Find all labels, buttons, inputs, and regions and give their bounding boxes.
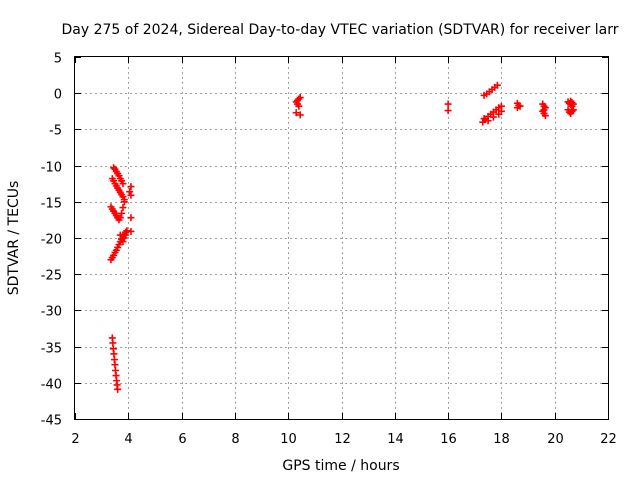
data-point xyxy=(292,109,300,117)
y-tick-label: -15 xyxy=(41,197,62,212)
x-tick-label: 18 xyxy=(493,432,510,447)
data-point xyxy=(296,111,304,119)
x-tick-label: 6 xyxy=(178,432,186,447)
y-tick-label: -10 xyxy=(41,161,62,176)
data-point xyxy=(110,164,118,172)
data-points xyxy=(107,81,577,393)
data-point xyxy=(126,188,134,196)
data-point xyxy=(295,102,303,110)
data-point xyxy=(123,227,131,235)
x-tick-label: 12 xyxy=(334,432,351,447)
data-point xyxy=(569,106,577,114)
y-tick-label: -20 xyxy=(41,233,62,248)
data-point xyxy=(122,228,130,236)
y-tick-labels: 5 0 -5 -10 -15 -20 -25 -30 -35 -40 -45 xyxy=(41,52,62,429)
data-point xyxy=(568,107,576,115)
data-point xyxy=(444,107,452,115)
y-tick-label: -45 xyxy=(41,414,62,429)
data-point xyxy=(127,183,135,191)
data-point xyxy=(516,102,524,110)
x-tick-label: 10 xyxy=(280,432,297,447)
x-tick-label: 4 xyxy=(124,432,132,447)
x-tick-labels: 2 4 6 8 10 12 14 16 18 20 22 xyxy=(71,432,616,447)
x-tick-label: 20 xyxy=(547,432,564,447)
y-tick-label: 0 xyxy=(54,88,62,103)
data-point xyxy=(119,180,127,188)
data-point xyxy=(295,95,303,103)
chart-title: Day 275 of 2024, Sidereal Day-to-day VTE… xyxy=(62,22,619,38)
data-point xyxy=(127,191,135,199)
data-point xyxy=(541,112,549,120)
data-point xyxy=(567,97,575,105)
plot-frame xyxy=(74,56,609,420)
grid-layer xyxy=(75,57,608,419)
y-tick-label: 5 xyxy=(54,52,62,67)
y-tick-label: -25 xyxy=(41,269,62,284)
y-tick-label: -40 xyxy=(41,378,62,393)
data-point xyxy=(540,106,548,114)
data-point xyxy=(119,204,127,212)
data-point xyxy=(493,81,501,89)
x-tick-label: 22 xyxy=(600,432,617,447)
y-tick-label: -5 xyxy=(49,124,62,139)
data-point xyxy=(127,214,135,222)
y-axis-title: SDTVAR / TECUs xyxy=(6,181,22,296)
x-tick-label: 14 xyxy=(387,432,404,447)
data-point xyxy=(120,198,128,206)
data-point xyxy=(444,100,452,108)
y-tick-label: -35 xyxy=(41,342,62,357)
data-point xyxy=(296,94,304,102)
y-tick-label: -30 xyxy=(41,305,62,320)
data-point xyxy=(484,117,492,125)
data-point xyxy=(497,107,505,115)
x-tick-label: 16 xyxy=(440,432,457,447)
tick-layer xyxy=(75,57,609,420)
data-point xyxy=(568,99,576,107)
data-point xyxy=(116,214,124,222)
x-tick-label: 2 xyxy=(71,432,79,447)
x-tick-label: 8 xyxy=(231,432,239,447)
data-point xyxy=(118,209,126,217)
data-point xyxy=(114,385,122,393)
x-axis-title: GPS time / hours xyxy=(282,458,399,474)
data-point xyxy=(480,115,488,123)
data-point xyxy=(489,113,497,121)
